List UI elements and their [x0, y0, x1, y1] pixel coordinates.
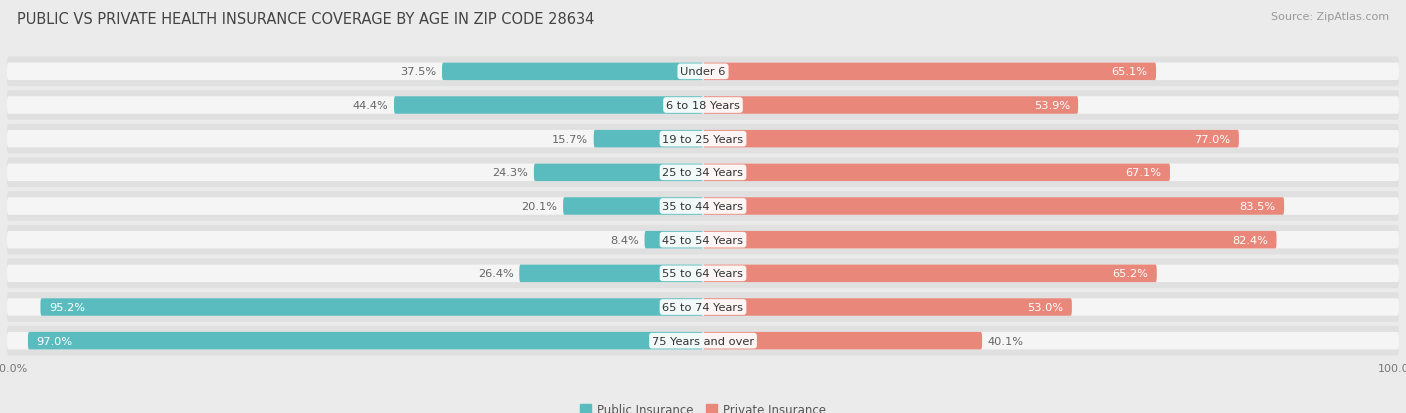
FancyBboxPatch shape [7, 192, 1399, 221]
Text: 55 to 64 Years: 55 to 64 Years [662, 269, 744, 279]
Text: 77.0%: 77.0% [1195, 134, 1230, 144]
Text: 35 to 44 Years: 35 to 44 Years [662, 202, 744, 211]
FancyBboxPatch shape [7, 91, 1399, 121]
FancyBboxPatch shape [519, 265, 703, 282]
Text: 6 to 18 Years: 6 to 18 Years [666, 101, 740, 111]
Text: 26.4%: 26.4% [478, 269, 513, 279]
FancyBboxPatch shape [7, 326, 1399, 356]
FancyBboxPatch shape [7, 64, 1399, 81]
Text: Source: ZipAtlas.com: Source: ZipAtlas.com [1271, 12, 1389, 22]
Text: 15.7%: 15.7% [553, 134, 588, 144]
FancyBboxPatch shape [703, 97, 1078, 114]
Text: 65 to 74 Years: 65 to 74 Years [662, 302, 744, 312]
FancyBboxPatch shape [7, 225, 1399, 255]
Text: Under 6: Under 6 [681, 67, 725, 77]
FancyBboxPatch shape [7, 131, 1399, 148]
FancyBboxPatch shape [7, 158, 1399, 188]
Text: 67.1%: 67.1% [1126, 168, 1161, 178]
FancyBboxPatch shape [41, 299, 703, 316]
FancyBboxPatch shape [703, 299, 1071, 316]
FancyBboxPatch shape [703, 164, 1170, 182]
Text: 8.4%: 8.4% [610, 235, 638, 245]
Text: 97.0%: 97.0% [37, 336, 72, 346]
Text: 75 Years and over: 75 Years and over [652, 336, 754, 346]
Text: 53.0%: 53.0% [1028, 302, 1063, 312]
FancyBboxPatch shape [441, 64, 703, 81]
Legend: Public Insurance, Private Insurance: Public Insurance, Private Insurance [575, 398, 831, 413]
Text: 20.1%: 20.1% [522, 202, 558, 211]
FancyBboxPatch shape [593, 131, 703, 148]
Text: 95.2%: 95.2% [49, 302, 84, 312]
FancyBboxPatch shape [394, 97, 703, 114]
FancyBboxPatch shape [7, 299, 1399, 316]
FancyBboxPatch shape [7, 292, 1399, 322]
FancyBboxPatch shape [703, 131, 1239, 148]
Text: PUBLIC VS PRIVATE HEALTH INSURANCE COVERAGE BY AGE IN ZIP CODE 28634: PUBLIC VS PRIVATE HEALTH INSURANCE COVER… [17, 12, 595, 27]
FancyBboxPatch shape [7, 265, 1399, 282]
FancyBboxPatch shape [28, 332, 703, 349]
FancyBboxPatch shape [7, 198, 1399, 215]
Text: 82.4%: 82.4% [1232, 235, 1268, 245]
FancyBboxPatch shape [644, 231, 703, 249]
Text: 83.5%: 83.5% [1240, 202, 1275, 211]
FancyBboxPatch shape [7, 259, 1399, 288]
FancyBboxPatch shape [703, 332, 981, 349]
FancyBboxPatch shape [7, 164, 1399, 182]
FancyBboxPatch shape [534, 164, 703, 182]
FancyBboxPatch shape [703, 265, 1157, 282]
Text: 24.3%: 24.3% [492, 168, 529, 178]
FancyBboxPatch shape [703, 64, 1156, 81]
Text: 65.1%: 65.1% [1112, 67, 1147, 77]
Text: 44.4%: 44.4% [353, 101, 388, 111]
FancyBboxPatch shape [7, 57, 1399, 87]
FancyBboxPatch shape [7, 231, 1399, 249]
Text: 25 to 34 Years: 25 to 34 Years [662, 168, 744, 178]
Text: 45 to 54 Years: 45 to 54 Years [662, 235, 744, 245]
FancyBboxPatch shape [7, 125, 1399, 154]
FancyBboxPatch shape [564, 198, 703, 215]
FancyBboxPatch shape [7, 332, 1399, 349]
Text: 37.5%: 37.5% [401, 67, 436, 77]
Text: 19 to 25 Years: 19 to 25 Years [662, 134, 744, 144]
FancyBboxPatch shape [703, 198, 1284, 215]
FancyBboxPatch shape [703, 231, 1277, 249]
FancyBboxPatch shape [7, 97, 1399, 114]
Text: 40.1%: 40.1% [987, 336, 1024, 346]
Text: 53.9%: 53.9% [1033, 101, 1070, 111]
Text: 65.2%: 65.2% [1112, 269, 1149, 279]
